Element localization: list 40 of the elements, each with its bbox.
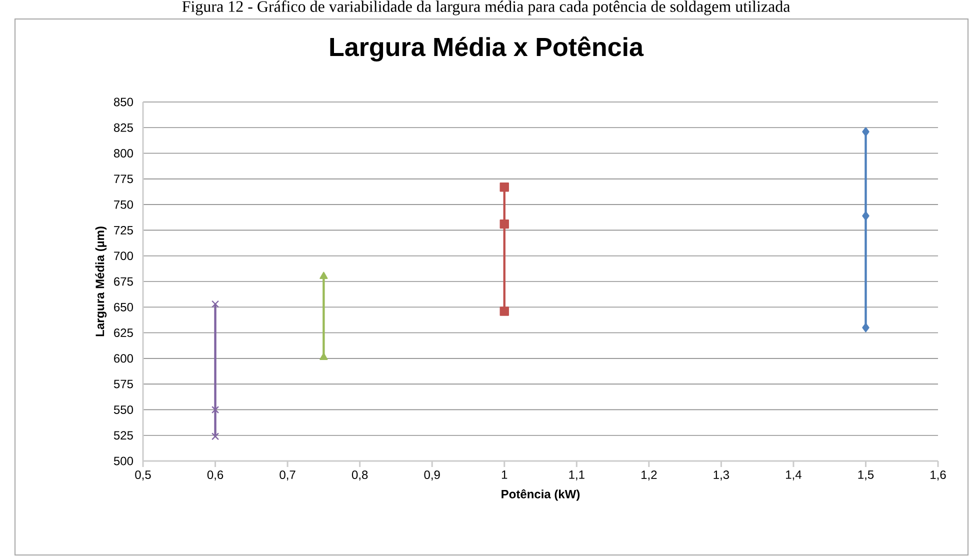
y-tick-label: 650 [114,302,134,312]
y-tick-label: 775 [114,174,133,184]
point [862,323,870,332]
x-tick-label: 1,4 [786,470,802,480]
y-tick-label: 625 [114,328,133,338]
point [862,127,870,136]
point [211,406,220,414]
point [211,300,220,308]
x-tick-label: 0,5 [135,470,151,480]
y-axis-title: Largura Média (µm) [95,226,107,336]
x-tick-label: 1,2 [641,470,657,480]
y-tick-label: 725 [114,226,133,234]
text: Figura 12 - Gráfico de variabilidade da largura média para cada potência de soldagem utilizada [182,0,790,16]
x-tick-label: 0,9 [424,470,440,480]
y-tick-label: 750 [114,200,134,209]
y-tick-label: 600 [114,354,134,363]
x-tick-label: 1 [502,470,508,479]
point [500,182,509,192]
y-tick-label: 825 [114,123,133,132]
x-tick-label: 0,7 [280,470,296,480]
chart-title: Largura Média x Potência [330,36,644,62]
x-tick-label: 1,1 [569,470,584,480]
x-tick-label: 0,6 [207,470,224,480]
y-tick-label: 850 [114,98,134,106]
x-tick-label: 1,3 [714,470,730,480]
x-tick-label: 1,5 [858,470,874,480]
x-tick-label: 0,8 [352,470,368,480]
y-tick-label: 575 [114,380,133,388]
point [500,219,509,229]
point [862,211,870,220]
y-tick-label: 525 [114,431,133,440]
y-tick-label: 550 [114,405,134,414]
y-tick-label: 800 [114,149,134,158]
y-tick-label: 500 [114,456,134,466]
x-axis-title: Potência (kW) [502,489,580,501]
y-tick-label: 675 [114,277,133,286]
y-tick-label: 700 [114,252,134,260]
point [211,432,220,440]
point [500,306,509,316]
x-tick-label: 1,6 [930,470,946,480]
